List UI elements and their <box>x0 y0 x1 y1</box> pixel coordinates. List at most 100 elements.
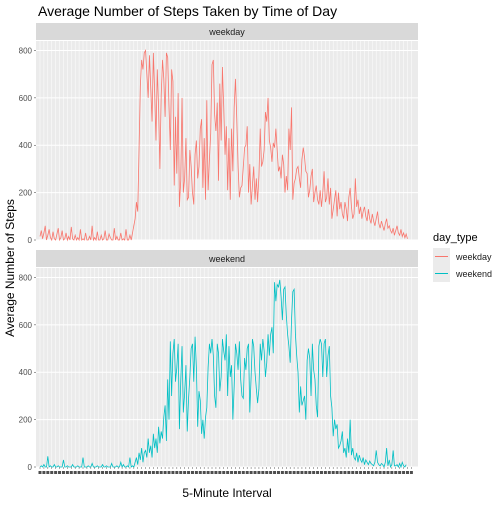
x-tick-label <box>284 471 288 474</box>
legend: day_type weekday weekend <box>433 232 492 282</box>
x-tick-label <box>249 471 253 474</box>
facet-strip-label-weekday: weekday <box>208 27 245 37</box>
x-tick-label <box>124 471 128 474</box>
x-tick-label <box>378 471 382 474</box>
x-tick-label <box>316 471 320 474</box>
x-tick-label <box>38 471 42 474</box>
chart-title: Average Number of Steps Taken by Time of… <box>38 3 337 19</box>
x-tick-label <box>409 471 413 474</box>
x-tick-label <box>382 471 386 474</box>
x-axis-ticks <box>38 467 413 474</box>
x-tick-label <box>253 471 257 474</box>
x-tick-label <box>159 471 163 474</box>
y-tick-label: 800 <box>19 46 33 55</box>
x-axis-title: 5-Minute Interval <box>182 486 271 500</box>
x-tick-label <box>405 471 409 474</box>
x-tick-label <box>69 471 73 474</box>
x-tick-label <box>214 471 218 474</box>
facet-strip-weekend <box>36 250 418 267</box>
x-tick-label <box>116 471 120 474</box>
x-tick-label <box>50 471 54 474</box>
x-tick-label <box>402 471 406 474</box>
x-tick-label <box>390 471 394 474</box>
x-tick-label <box>288 471 292 474</box>
x-tick-label <box>167 471 171 474</box>
x-tick-label <box>245 471 249 474</box>
x-tick-label <box>398 471 402 474</box>
x-tick-label <box>206 471 210 474</box>
x-tick-label <box>58 471 62 474</box>
x-tick-label <box>374 471 378 474</box>
x-tick-label <box>331 471 335 474</box>
y-tick-label: 0 <box>28 463 33 472</box>
x-tick-label <box>218 471 222 474</box>
x-tick-label <box>101 471 105 474</box>
x-tick-label <box>355 471 359 474</box>
y-tick-label: 800 <box>19 273 33 282</box>
y-tick-label: 200 <box>19 189 33 198</box>
x-tick-label <box>77 471 81 474</box>
x-tick-label <box>198 471 202 474</box>
x-tick-label <box>120 471 124 474</box>
x-tick-label <box>273 471 277 474</box>
facet-strip-label-weekend: weekend <box>208 254 245 264</box>
x-tick-label <box>144 471 148 474</box>
x-tick-label <box>292 471 296 474</box>
x-tick-label <box>222 471 226 474</box>
x-tick-label <box>85 471 89 474</box>
series-line-weekend <box>39 279 407 469</box>
x-tick-label <box>136 471 140 474</box>
legend-title: day_type <box>433 232 478 244</box>
x-tick-label <box>73 471 77 474</box>
y-tick-label: 600 <box>19 94 33 103</box>
x-tick-label <box>104 471 108 474</box>
x-tick-label <box>308 471 312 474</box>
x-tick-label <box>179 471 183 474</box>
x-tick-label <box>237 471 241 474</box>
x-tick-label <box>370 471 374 474</box>
x-tick-label <box>280 471 284 474</box>
x-tick-label <box>366 471 370 474</box>
y-tick-label: 200 <box>19 416 33 425</box>
x-tick-label <box>108 471 112 474</box>
x-tick-label <box>112 471 116 474</box>
x-tick-label <box>89 471 93 474</box>
x-tick-label <box>93 471 97 474</box>
x-tick-label <box>54 471 58 474</box>
x-tick-label <box>151 471 155 474</box>
x-tick-label <box>171 471 175 474</box>
x-tick-label <box>61 471 65 474</box>
x-tick-label <box>42 471 46 474</box>
x-tick-label <box>241 471 245 474</box>
x-tick-label <box>362 471 366 474</box>
x-tick-label <box>183 471 187 474</box>
x-tick-label <box>155 471 159 474</box>
x-tick-label <box>335 471 339 474</box>
x-tick-label <box>147 471 151 474</box>
y-tick-label: 400 <box>19 141 33 150</box>
x-tick-label <box>257 471 261 474</box>
x-tick-label <box>202 471 206 474</box>
x-tick-label <box>163 471 167 474</box>
x-tick-label <box>128 471 132 474</box>
x-tick-label <box>46 471 50 474</box>
panel-weekend: 0 200 400 600 800 <box>19 268 418 472</box>
x-tick-label <box>319 471 323 474</box>
x-tick-label <box>132 471 136 474</box>
x-tick-label <box>351 471 355 474</box>
panel-weekday: 0 200 400 600 800 <box>19 41 418 245</box>
x-tick-label <box>339 471 343 474</box>
y-tick-label: 0 <box>28 236 33 245</box>
y-tick-label: 400 <box>19 368 33 377</box>
x-tick-label <box>190 471 194 474</box>
x-tick-label <box>97 471 101 474</box>
x-tick-label <box>386 471 390 474</box>
y-tick-label: 600 <box>19 321 33 330</box>
x-tick-label <box>233 471 237 474</box>
x-tick-label <box>175 471 179 474</box>
x-tick-label <box>226 471 230 474</box>
legend-label-weekday: weekday <box>455 252 492 262</box>
y-axis-title: Average Number of Steps <box>3 199 17 337</box>
